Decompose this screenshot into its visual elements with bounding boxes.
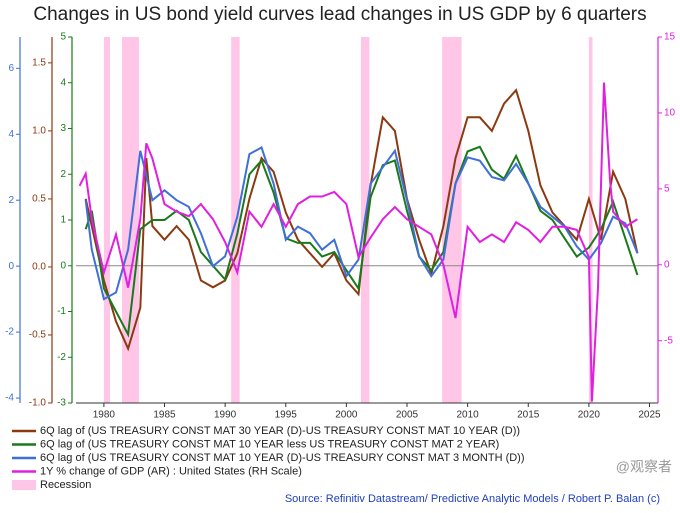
y-tick-label: -3 [57,398,66,409]
y-tick-label: -2 [57,352,66,363]
y-tick-label: 15 [664,32,676,43]
y-tick-label: 0 [8,261,14,272]
series-line [84,145,639,338]
y-tick-label: -1.0 [29,398,47,409]
x-tick-label: 1980 [93,410,116,421]
x-tick-label: 1990 [214,410,237,421]
y-tick-label: 1.5 [32,57,46,68]
y-tick-label: -0.5 [29,330,47,341]
legend-label: 6Q lag of (US TREASURY CONST MAT 10 YEAR… [40,438,499,450]
y-tick-label: -1 [57,306,66,317]
legend-swatch [12,480,36,490]
series-line [84,88,639,352]
legend-label: Recession [40,479,91,491]
x-tick-label: 2005 [396,410,419,421]
y-tick-label: 1.0 [32,126,46,137]
y-tick-label: 5 [664,184,670,195]
legend-label: 6Q lag of (US TREASURY CONST MAT 10 YEAR… [40,452,525,464]
legend-label: 6Q lag of (US TREASURY CONST MAT 30 YEAR… [40,425,520,437]
y-tick-label: -2 [5,327,14,338]
recession [122,37,140,403]
y-tick-label: 0.5 [32,194,46,205]
legend-label: 1Y % change of GDP (AR) : United States … [40,465,302,477]
y-tick-label: 0 [60,260,66,271]
watermark: @观察者 [616,459,672,475]
source: Source: Refinitiv Datastream/ Predictive… [285,493,660,505]
y-tick-label: 6 [8,63,14,74]
series-line [84,146,639,301]
y-tick-label: 2 [60,169,66,180]
series-line [78,82,638,402]
y-tick-label: 0 [664,259,670,270]
y-tick-label: -4 [5,393,14,404]
recession [588,37,593,403]
x-tick-label: 2025 [638,410,661,421]
x-tick-label: 2015 [517,410,540,421]
y-tick-label: 0.0 [32,262,46,273]
y-tick-label: 5 [60,32,66,43]
y-tick-label: 10 [664,108,676,119]
recession [103,37,110,403]
chart-title: Changes in US bond yield curves lead cha… [33,4,646,25]
x-tick-label: 1985 [153,410,176,421]
x-tick-label: 2020 [578,410,601,421]
y-tick-label: 1 [60,215,66,226]
y-tick-label: 2 [8,195,14,206]
x-tick-label: 2000 [335,410,358,421]
x-tick-label: 1995 [275,410,298,421]
y-tick-label: -5 [664,335,673,346]
x-tick-label: 2010 [457,410,480,421]
y-tick-label: 4 [8,129,14,140]
y-tick-label: 4 [60,77,66,88]
y-tick-label: 3 [60,123,66,134]
